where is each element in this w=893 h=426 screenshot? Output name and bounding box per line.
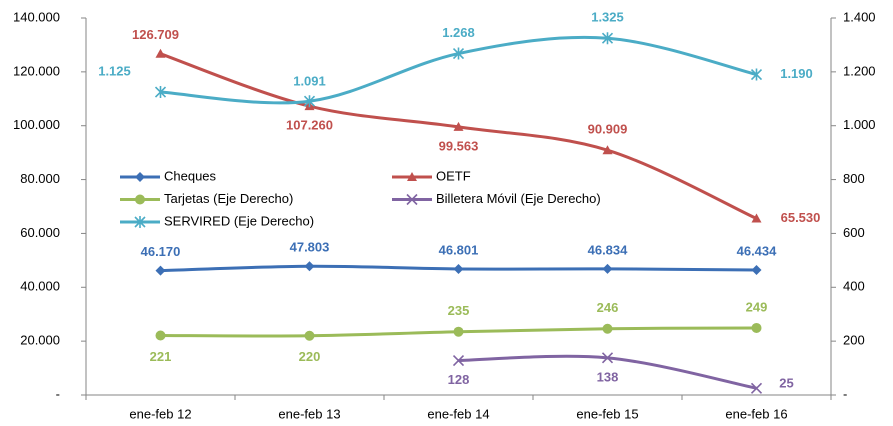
y-tick-label: 120.000 bbox=[13, 63, 60, 78]
marker bbox=[453, 121, 464, 131]
x-tick-label: ene-feb 14 bbox=[427, 406, 489, 421]
y-tick-label: 60.000 bbox=[20, 225, 60, 240]
y2-tick-label: 400 bbox=[843, 279, 865, 294]
marker bbox=[304, 261, 315, 272]
y2-tick-label: 200 bbox=[843, 333, 865, 348]
legend-marker bbox=[135, 194, 145, 205]
data-label: 107.260 bbox=[286, 118, 333, 133]
x-tick-label: ene-feb 13 bbox=[278, 406, 340, 421]
legend-label: OETF bbox=[436, 168, 471, 183]
y2-tick-label: 600 bbox=[843, 225, 865, 240]
y-tick-label: 20.000 bbox=[20, 333, 60, 348]
series: 126.709 107.260 99.563 90.909 65.530 bbox=[132, 27, 820, 225]
series: 221 220 235 246 249 bbox=[150, 299, 768, 364]
marker bbox=[155, 265, 166, 276]
marker bbox=[304, 330, 315, 341]
y-tick-label: 80.000 bbox=[20, 171, 60, 186]
y2-tick-label: 1.400 bbox=[843, 9, 876, 24]
data-label: 46.801 bbox=[439, 242, 479, 257]
data-label: 46.170 bbox=[141, 244, 181, 259]
marker bbox=[602, 145, 613, 155]
marker bbox=[155, 330, 166, 341]
y2-tick-label: 1.000 bbox=[843, 117, 876, 132]
data-label: 46.434 bbox=[737, 243, 778, 258]
legend: Cheques OETF Tarjetas (Eje Derecho) Billete… bbox=[120, 168, 601, 228]
data-label: 1.125 bbox=[98, 63, 131, 78]
marker bbox=[601, 352, 614, 364]
y2-tick-label: 800 bbox=[843, 171, 865, 186]
line bbox=[160, 35, 757, 105]
marker bbox=[452, 354, 465, 367]
data-label: 1.190 bbox=[780, 66, 813, 81]
data-label: 246 bbox=[597, 300, 619, 315]
x-tick-label: ene-feb 15 bbox=[576, 406, 638, 421]
marker bbox=[751, 322, 762, 333]
marker bbox=[453, 326, 464, 337]
data-label: 138 bbox=[597, 369, 619, 384]
data-label: 220 bbox=[299, 349, 321, 364]
data-label: 1.268 bbox=[442, 25, 475, 40]
x-tick-label: ene-feb 16 bbox=[725, 406, 787, 421]
data-label: 65.530 bbox=[781, 210, 821, 225]
marker bbox=[750, 382, 763, 394]
data-label: 221 bbox=[150, 349, 172, 364]
marker bbox=[602, 263, 613, 274]
legend-label: Tarjetas (Eje Derecho) bbox=[164, 191, 293, 206]
y2-tick-label: - bbox=[843, 386, 847, 401]
marker bbox=[751, 264, 762, 275]
marker bbox=[601, 32, 614, 45]
legend-label: Billetera Móvil (Eje Derecho) bbox=[436, 191, 601, 206]
legend-marker bbox=[406, 193, 418, 206]
marker bbox=[751, 213, 762, 223]
marker bbox=[453, 263, 464, 274]
data-label: 126.709 bbox=[132, 27, 179, 42]
legend-marker bbox=[135, 172, 145, 182]
legend-marker bbox=[407, 172, 417, 181]
marker bbox=[155, 48, 166, 58]
data-label: 99.563 bbox=[439, 138, 479, 153]
y-tick-label: 40.000 bbox=[20, 279, 60, 294]
marker bbox=[602, 323, 613, 334]
y-tick-label: 100.000 bbox=[13, 117, 60, 132]
legend-marker bbox=[134, 216, 146, 228]
data-label: 25 bbox=[779, 376, 793, 391]
legend-label: Cheques bbox=[164, 168, 217, 183]
x-tick-label: ene-feb 12 bbox=[129, 406, 191, 421]
marker bbox=[750, 68, 763, 81]
series: 1.125 1.091 1.268 1.325 1.190 bbox=[98, 10, 813, 108]
series: 128 138 25 bbox=[448, 352, 794, 394]
y-tick-label: 140.000 bbox=[13, 9, 60, 24]
data-label: 1.325 bbox=[591, 10, 624, 25]
data-label: 249 bbox=[746, 299, 768, 314]
data-label: 46.834 bbox=[588, 242, 629, 257]
data-label: 90.909 bbox=[588, 122, 628, 137]
data-label: 47.803 bbox=[290, 240, 330, 255]
marker bbox=[154, 86, 167, 99]
legend-label: SERVIRED (Eje Derecho) bbox=[164, 213, 314, 228]
marker bbox=[452, 47, 465, 60]
series: 46.170 47.803 46.801 46.834 46.434 bbox=[141, 240, 778, 276]
data-label: 1.091 bbox=[293, 74, 326, 89]
marker bbox=[303, 95, 316, 108]
y2-tick-label: 1.200 bbox=[843, 63, 876, 78]
data-label: 235 bbox=[448, 303, 470, 318]
y-tick-label: - bbox=[56, 386, 60, 401]
data-label: 128 bbox=[448, 372, 470, 387]
